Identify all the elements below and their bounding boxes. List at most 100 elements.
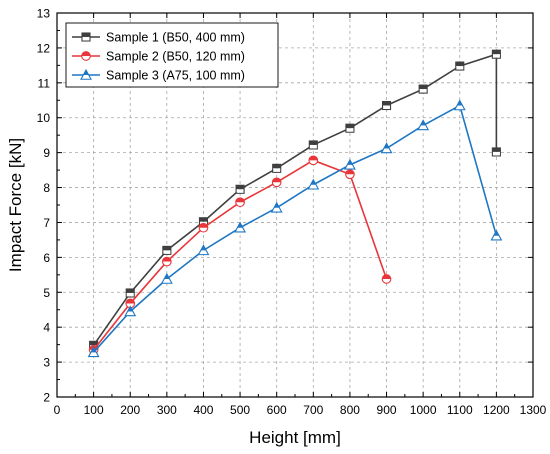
y-tick-label: 6 xyxy=(43,251,50,265)
sample-1-point-hollow xyxy=(309,144,317,149)
y-tick-label: 5 xyxy=(43,286,50,300)
x-tick-label: 500 xyxy=(230,403,250,417)
legend-marker xyxy=(81,32,91,42)
y-tick-label: 10 xyxy=(37,111,51,125)
sample-1-point-fill xyxy=(272,164,281,169)
sample-1-point-hollow xyxy=(492,151,500,156)
y-tick-label: 3 xyxy=(43,356,50,370)
x-tick-label: 300 xyxy=(157,403,177,417)
sample-1-point xyxy=(272,163,282,173)
sample-3-point-fill xyxy=(420,120,426,126)
sample-2-point-fill xyxy=(162,257,172,262)
legend-marker-hollow xyxy=(82,37,90,41)
sample-1-point-fill xyxy=(162,246,171,251)
sample-3-point-fill xyxy=(200,245,207,251)
sample-3-point-fill xyxy=(90,347,97,353)
legend-marker-fill xyxy=(81,51,91,56)
y-tick-label: 11 xyxy=(38,76,51,90)
x-tick-label: 600 xyxy=(267,403,287,417)
sample-1-point xyxy=(162,245,172,255)
x-tick-label: 1100 xyxy=(447,403,473,417)
sample-1-point-hollow xyxy=(236,189,244,193)
legend-box xyxy=(65,22,279,88)
sample-1-point xyxy=(455,61,465,71)
legend-label: Sample 2 (B50, 120 mm) xyxy=(106,50,245,64)
sample-1-point-hollow xyxy=(419,89,427,93)
x-tick-label: 400 xyxy=(193,403,213,417)
x-axis-title: Height [mm] xyxy=(249,428,341,447)
sample-1-point-fill xyxy=(89,341,98,346)
sample-1-point-fill xyxy=(345,124,354,129)
sample-2-point-fill xyxy=(345,169,355,175)
sample-1-point xyxy=(381,100,392,111)
y-tick-label: 7 xyxy=(43,216,50,230)
sample-2-point-fill xyxy=(125,299,135,304)
legend-entry-sample-2: Sample 2 (B50, 120 mm) xyxy=(72,50,245,64)
sample-3-point-fill xyxy=(493,230,500,236)
sample-1-point-hollow xyxy=(383,105,390,109)
sample-1-point xyxy=(235,184,245,194)
x-tick-label: 800 xyxy=(340,403,360,417)
sample-1-point-hollow xyxy=(126,292,134,297)
y-tick-label: 2 xyxy=(43,391,50,405)
y-tick-label: 4 xyxy=(43,321,50,335)
sample-3-point-fill xyxy=(383,143,390,149)
sample-1-point xyxy=(125,288,135,298)
sample-1-point xyxy=(418,84,428,94)
sample-3-point-fill xyxy=(310,179,316,185)
x-tick-label: 0 xyxy=(54,403,61,417)
sample-1-point-hollow xyxy=(346,128,354,132)
sample-1-point-fill xyxy=(492,147,501,152)
legend-entry-sample-3: Sample 3 (A75, 100 mm) xyxy=(72,69,245,83)
sample-1-point-hollow xyxy=(492,54,500,58)
legend-marker-fill xyxy=(83,70,89,75)
legend: Sample 1 (B50, 400 mm) Sample 2 (B50, 120… xyxy=(65,22,279,88)
sample-1-point-fill xyxy=(492,50,501,55)
sample-3-point-fill xyxy=(457,100,463,106)
y-tick-label: 13 xyxy=(37,7,51,21)
legend-marker-fill xyxy=(82,33,90,37)
sample-3-point-fill xyxy=(164,274,170,280)
sample-1-point-hollow xyxy=(456,66,464,70)
x-tick-label: 200 xyxy=(120,403,140,417)
series-sample-1 xyxy=(89,49,501,350)
sample-1-point-fill xyxy=(309,140,318,145)
sample-2-point-fill xyxy=(382,274,391,280)
sample-1-point-hollow xyxy=(273,168,281,172)
series-sample-3 xyxy=(87,99,503,358)
series-group xyxy=(87,49,503,358)
x-tick-label: 700 xyxy=(303,403,323,417)
sample-1-point xyxy=(345,123,355,133)
x-tick-label: 100 xyxy=(84,403,104,417)
sample-2-point-fill xyxy=(199,223,208,228)
legend-label: Sample 3 (A75, 100 mm) xyxy=(106,69,245,83)
sample-3-point-fill xyxy=(274,202,280,208)
legend-entry-sample-1: Sample 1 (B50, 400 mm) xyxy=(72,31,245,45)
sample-1-point xyxy=(491,147,501,157)
sample-1-line xyxy=(92,53,498,346)
sample-1-point-fill xyxy=(199,217,208,222)
sample-1-point-fill xyxy=(455,62,464,67)
sample-3-line xyxy=(93,104,498,353)
sample-3-point-fill xyxy=(347,159,353,165)
x-tick-label: 1000 xyxy=(410,403,437,417)
axes: 0 100 200 300 400 500 600 700 800 900 1000 1100 1200… xyxy=(37,7,547,418)
sample-2-point-fill xyxy=(272,178,281,183)
sample-1-point xyxy=(308,140,318,150)
y-tick-label: 9 xyxy=(43,146,50,160)
y-tick-label: 8 xyxy=(43,181,50,195)
x-tick-label: 900 xyxy=(377,403,397,417)
sample-2-point-fill xyxy=(235,197,245,203)
sample-1-point-hollow xyxy=(163,250,171,254)
sample-2-point-fill xyxy=(309,156,318,161)
x-tick-label: 1200 xyxy=(483,403,510,417)
y-tick-label: 12 xyxy=(37,41,51,55)
sample-1-point-fill xyxy=(236,185,245,190)
sample-3-point-fill xyxy=(127,306,133,312)
legend-label: Sample 1 (B50, 400 mm) xyxy=(106,31,245,45)
sample-1-point xyxy=(491,49,501,59)
sample-1-point-fill xyxy=(419,85,428,90)
sample-1-point-fill xyxy=(126,288,135,293)
